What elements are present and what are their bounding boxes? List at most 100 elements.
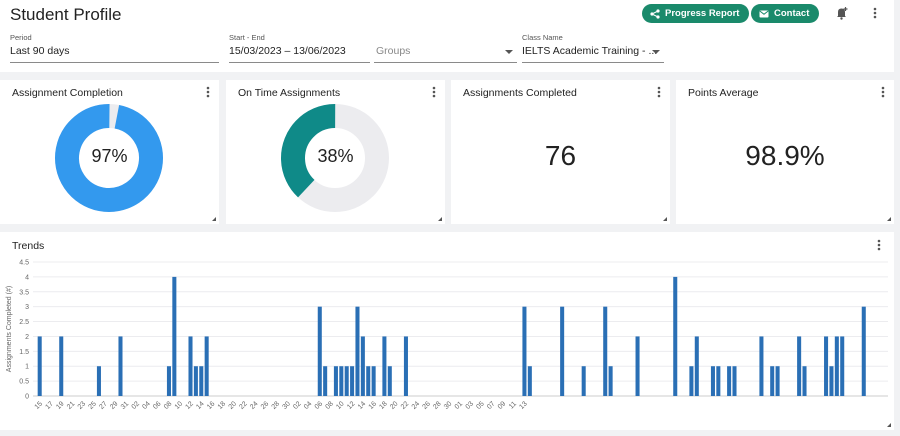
x-tick-label: 18 bbox=[378, 400, 389, 411]
resize-handle-icon[interactable] bbox=[663, 217, 667, 221]
contact-label: Contact bbox=[774, 8, 810, 19]
trend-bar[interactable] bbox=[371, 366, 376, 396]
trend-bar[interactable] bbox=[403, 336, 408, 396]
trend-bar[interactable] bbox=[689, 366, 694, 396]
x-tick-label: 05 bbox=[475, 400, 486, 411]
trend-bar[interactable] bbox=[118, 336, 123, 396]
y-tick-label: 4.5 bbox=[19, 260, 29, 267]
x-tick-label: 24 bbox=[411, 400, 422, 411]
page-header: Student Profile Progress Report Contact … bbox=[0, 0, 894, 72]
trend-bar[interactable] bbox=[96, 366, 101, 396]
trend-bar[interactable] bbox=[333, 366, 338, 396]
progress-report-button[interactable]: Progress Report bbox=[642, 4, 750, 23]
trend-bar[interactable] bbox=[802, 366, 807, 396]
trend-bar[interactable] bbox=[199, 366, 204, 396]
trend-bar[interactable] bbox=[387, 366, 392, 396]
trend-bar[interactable] bbox=[339, 366, 344, 396]
period-select[interactable]: Period Last 90 days bbox=[10, 33, 219, 63]
page-title: Student Profile bbox=[10, 5, 122, 24]
y-axis-title: Assignments Completed (#) bbox=[6, 286, 13, 372]
trend-bar[interactable] bbox=[37, 336, 42, 396]
groups-select[interactable]: Groups bbox=[374, 33, 517, 63]
class-label: Class Name bbox=[522, 33, 563, 42]
trend-bar[interactable] bbox=[829, 366, 834, 396]
trend-bar[interactable] bbox=[834, 336, 839, 396]
y-tick-label: 3.5 bbox=[19, 289, 29, 296]
date-range-value: 15/03/2023 – 13/06/2023 bbox=[229, 45, 346, 57]
trend-bar[interactable] bbox=[166, 366, 171, 396]
y-tick-label: 0.5 bbox=[19, 379, 29, 386]
trend-bar[interactable] bbox=[694, 336, 699, 396]
resize-handle-icon[interactable] bbox=[887, 423, 891, 427]
period-label: Period bbox=[10, 33, 32, 42]
class-select[interactable]: Class Name IELTS Academic Training - ... bbox=[522, 33, 664, 63]
y-tick-label: 3 bbox=[25, 304, 29, 311]
trend-bar[interactable] bbox=[204, 336, 209, 396]
more-vert-icon[interactable] bbox=[205, 86, 211, 98]
more-vert-icon[interactable] bbox=[656, 86, 662, 98]
trend-bar[interactable] bbox=[172, 276, 177, 396]
trend-bar[interactable] bbox=[382, 336, 387, 396]
trend-bar[interactable] bbox=[759, 336, 764, 396]
donut-arc bbox=[281, 104, 389, 212]
trend-bar[interactable] bbox=[350, 366, 355, 396]
x-tick-label: 20 bbox=[228, 400, 239, 411]
trend-bar[interactable] bbox=[716, 366, 721, 396]
trend-bar[interactable] bbox=[840, 336, 845, 396]
trend-bar[interactable] bbox=[522, 306, 527, 396]
trend-bar[interactable] bbox=[710, 366, 715, 396]
trend-bar[interactable] bbox=[59, 336, 64, 396]
resize-handle-icon[interactable] bbox=[887, 217, 891, 221]
trend-bar[interactable] bbox=[635, 336, 640, 396]
trend-bar[interactable] bbox=[603, 306, 608, 396]
resize-handle-icon[interactable] bbox=[438, 217, 442, 221]
mail-icon bbox=[759, 10, 769, 17]
on-time-card: On Time Assignments 38% bbox=[226, 80, 445, 224]
x-tick-label: 02 bbox=[131, 400, 142, 411]
trend-bar[interactable] bbox=[188, 336, 193, 396]
progress-report-label: Progress Report bbox=[665, 8, 740, 19]
x-tick-label: 23 bbox=[77, 400, 88, 411]
trend-bar[interactable] bbox=[770, 366, 775, 396]
trend-bar[interactable] bbox=[560, 306, 565, 396]
trend-bar[interactable] bbox=[727, 366, 732, 396]
trend-bar[interactable] bbox=[775, 366, 780, 396]
trend-bar[interactable] bbox=[824, 336, 829, 396]
trend-bar[interactable] bbox=[581, 366, 586, 396]
more-vert-icon[interactable] bbox=[876, 239, 882, 251]
trend-bar[interactable] bbox=[608, 366, 613, 396]
more-vert-icon[interactable] bbox=[880, 86, 886, 98]
trend-bar[interactable] bbox=[732, 366, 737, 396]
card-title: On Time Assignments bbox=[238, 87, 341, 99]
on-time-value: 38% bbox=[317, 146, 354, 166]
more-vert-icon[interactable] bbox=[867, 5, 883, 21]
trend-bar[interactable] bbox=[323, 366, 328, 396]
add-alert-icon[interactable] bbox=[834, 5, 850, 21]
trend-bar[interactable] bbox=[360, 336, 365, 396]
x-tick-label: 13 bbox=[518, 400, 529, 411]
x-tick-label: 19 bbox=[55, 400, 66, 411]
assignment-completion-card: Assignment Completion 97% bbox=[0, 80, 219, 224]
trend-bar[interactable] bbox=[527, 366, 532, 396]
x-tick-label: 14 bbox=[357, 400, 368, 411]
contact-button[interactable]: Contact bbox=[751, 4, 820, 23]
resize-handle-icon[interactable] bbox=[212, 217, 216, 221]
x-tick-label: 18 bbox=[217, 400, 228, 411]
on-time-donut bbox=[281, 104, 389, 212]
date-range-field[interactable]: Start - End 15/03/2023 – 13/06/2023 bbox=[229, 33, 370, 63]
x-tick-label: 06 bbox=[152, 400, 163, 411]
trend-bar[interactable] bbox=[861, 306, 866, 396]
chevron-down-icon bbox=[652, 50, 660, 54]
x-tick-label: 25 bbox=[88, 400, 99, 411]
trend-bar[interactable] bbox=[366, 366, 371, 396]
trend-bar[interactable] bbox=[193, 366, 198, 396]
trend-bar[interactable] bbox=[797, 336, 802, 396]
trend-bar[interactable] bbox=[673, 276, 678, 396]
trend-bar[interactable] bbox=[344, 366, 349, 396]
trends-chart: 0 0.5 1 1.5 2 2.5 3 3.5 4 4.5 Assignments Complete… bbox=[6, 260, 888, 411]
x-tick-label: 11 bbox=[508, 400, 518, 410]
trend-bar[interactable] bbox=[317, 306, 322, 396]
more-vert-icon[interactable] bbox=[431, 86, 437, 98]
trend-bar[interactable] bbox=[355, 306, 360, 396]
x-tick-label: 22 bbox=[400, 400, 411, 411]
